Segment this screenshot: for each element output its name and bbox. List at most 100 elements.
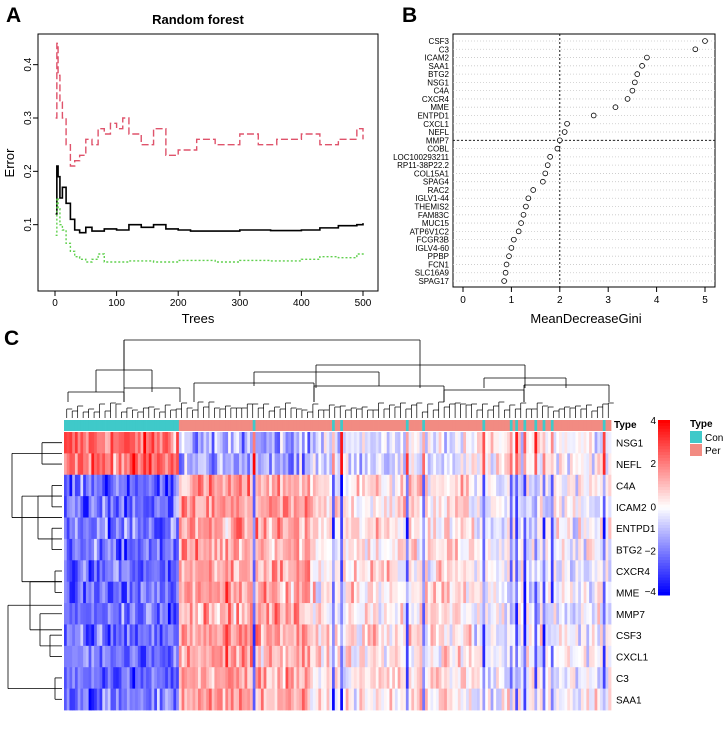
heatmap-cell [597,517,601,540]
annotation-cell [518,420,522,431]
heatmap-cell [274,667,278,690]
importance-point [632,79,638,86]
heatmap-cell [129,474,133,497]
heatmap-cell [94,453,98,476]
heatmap-cell [195,688,199,711]
heatmap-cell [230,603,234,625]
heatmap-cell [72,432,76,454]
heatmap-cell [460,453,464,476]
heatmap-cell [222,432,226,454]
heatmap-cell [457,667,461,690]
heatmap-cell [124,688,128,711]
heatmap-cell [501,517,505,540]
scale-step [658,420,670,424]
annotation-cell [422,420,426,431]
heatmap-cell [400,538,404,561]
heatmap-cell [359,581,363,604]
x-tick-label: 5 [702,295,708,306]
heatmap-cell [359,667,363,690]
heatmap-cell [518,645,522,668]
heatmap-cell [105,581,109,604]
heatmap-cell [252,645,256,668]
heatmap-cell [345,453,349,476]
heatmap-cell [66,474,70,497]
heatmap-cell [375,538,379,561]
heatmap-cell [181,624,185,647]
heatmap-cell [72,667,76,690]
heatmap-cell [539,603,544,625]
heatmap-cell [370,453,374,476]
heatmap-cell [225,496,229,518]
heatmap-cell [299,453,303,476]
heatmap-cell [102,624,106,647]
heatmap-cell [471,517,475,540]
heatmap-cell [482,474,486,497]
annotation-cell [427,420,431,431]
heatmap-cell [249,453,254,476]
heatmap-cell [433,474,437,497]
heatmap-cell [414,560,418,583]
scale-step [658,455,670,459]
heatmap-cell [422,474,426,497]
heatmap-cell [405,645,410,668]
heatmap-cell [291,453,295,476]
heatmap-cell [373,517,377,540]
heatmap-cell [239,496,243,518]
heatmap-cell [452,496,456,518]
heatmap-cell [411,645,415,668]
heatmap-cell [578,667,582,690]
heatmap-cell [531,474,535,497]
heatmap-cell [528,645,533,668]
heatmap-cell [318,560,322,583]
heatmap-cell [400,603,404,625]
heatmap-cell [564,432,568,454]
heatmap-cell [397,432,401,454]
heatmap-cell [323,432,327,454]
heatmap-cell [118,517,122,540]
x-tick-label: 400 [293,298,310,309]
heatmap-cell [389,667,393,690]
heatmap-cell [312,517,317,540]
heatmap-cell [600,624,604,647]
heatmap-cell [85,688,90,711]
heatmap-cell [269,474,273,497]
annotation-cell [375,420,379,431]
heatmap-cell [509,581,513,604]
heatmap-cell [329,688,333,711]
heatmap-cell [310,560,314,583]
heatmap-cell [266,453,270,476]
heatmap-cell [537,538,541,561]
scale-step [658,551,670,555]
heatmap-cell [241,474,245,497]
heatmap-cell [271,453,275,476]
heatmap-cell [493,453,497,476]
heatmap-cell [589,496,593,518]
heatmap-cell [217,538,221,561]
heatmap-cell [72,624,76,647]
heatmap-cell [572,603,576,625]
heatmap-cell [315,688,319,711]
gene-label: NEFL [429,128,450,137]
heatmap-cell [476,432,481,454]
heatmap-cell [214,581,218,604]
series-line-con [55,197,364,263]
heatmap-cell [351,581,355,604]
heatmap-cell [192,496,196,518]
annotation-cell [373,420,377,431]
heatmap-cell [542,603,546,625]
type-annotation-bar [64,420,612,431]
heatmap-cell [187,496,191,518]
heatmap-cell [403,688,407,711]
heatmap-cell [277,538,281,561]
heatmap-cell [64,667,68,690]
annotation-cell [531,420,535,431]
heatmap-cell [444,517,448,540]
heatmap-cell [187,560,191,583]
heatmap-cell [329,496,333,518]
heatmap-cell [457,538,461,561]
heatmap-cell [561,624,565,647]
heatmap-cell [515,496,519,518]
row-label: NSG1 [616,439,644,450]
heatmap-cell [518,603,522,625]
heatmap-cell [542,688,546,711]
